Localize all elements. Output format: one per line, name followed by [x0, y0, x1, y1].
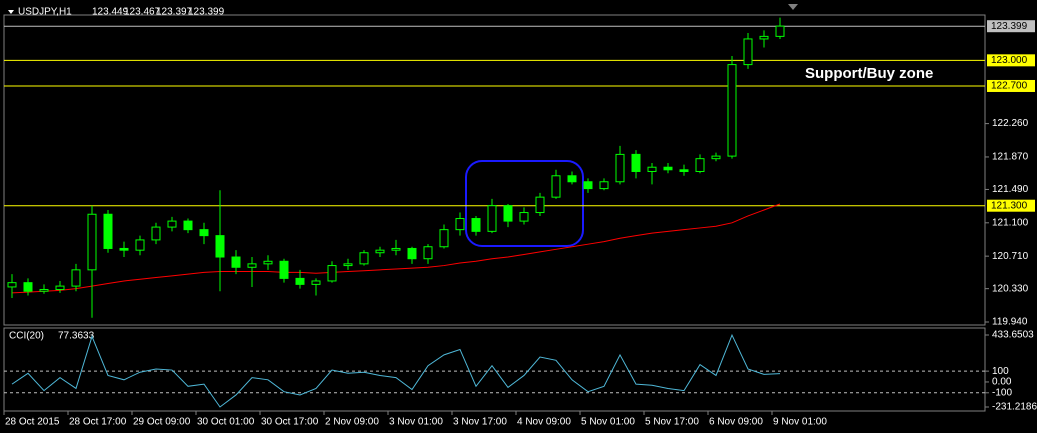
indicator-value: 77.3633 — [58, 331, 95, 342]
menu-arrow — [8, 10, 14, 14]
candle-body — [263, 260, 273, 265]
candle-body — [375, 249, 385, 254]
candle-body — [551, 175, 561, 198]
y-tick-label: 433.6503 — [992, 330, 1034, 341]
candle-body — [503, 205, 513, 222]
x-tick-label: 6 Nov 09:00 — [709, 417, 763, 428]
indicator-name: CCI(20) — [9, 331, 44, 342]
candle-body — [567, 175, 577, 183]
candle-body — [727, 64, 737, 157]
level-label: 121.300 — [991, 200, 1028, 211]
y-tick-label: 122.260 — [992, 118, 1029, 129]
level-tag — [987, 20, 1035, 33]
candle-body — [311, 280, 321, 285]
candle-body — [391, 247, 401, 251]
candle-body — [7, 282, 17, 288]
symbol: USDJPY,H1 — [18, 7, 72, 18]
candle-body — [183, 220, 193, 231]
candle-body — [343, 263, 353, 267]
x-tick-label: 29 Oct 09:00 — [133, 417, 191, 428]
candle-body — [423, 246, 433, 260]
candle-body — [743, 38, 753, 66]
candle-body — [119, 247, 129, 251]
highlight-box — [465, 160, 584, 247]
level-label: 123.399 — [991, 21, 1028, 32]
moving-average — [11, 203, 781, 294]
candle-body — [167, 220, 177, 228]
y-tick-label: 100 — [992, 366, 1009, 377]
level-label: 122.700 — [991, 81, 1028, 92]
header-value: 123.449 — [92, 7, 129, 18]
candle-body — [599, 181, 609, 190]
candle-body — [39, 289, 49, 292]
y-tick-label: 119.940 — [992, 317, 1028, 328]
x-tick-label: 28 Oct 2015 — [5, 417, 60, 428]
x-tick-label: 5 Nov 01:00 — [581, 417, 635, 428]
candle-body — [695, 158, 705, 172]
x-tick-label: 2 Nov 09:00 — [325, 417, 379, 428]
candle-body — [759, 35, 769, 40]
candle-body — [535, 196, 545, 214]
level-tag — [987, 79, 1035, 92]
annotation: Support/Buy zone — [805, 65, 933, 82]
candle-body — [439, 229, 449, 248]
y-tick-label: 0.00 — [992, 377, 1012, 388]
candle-body — [487, 205, 497, 232]
candle-body — [215, 235, 225, 258]
level-tag — [987, 199, 1035, 212]
level-label: 123.000 — [991, 55, 1028, 66]
y-tick-label: 121.490 — [992, 184, 1029, 195]
candle-body — [327, 265, 337, 282]
y-tick-label: 120.330 — [992, 283, 1029, 294]
candle-body — [679, 169, 689, 172]
header-value: 123.399 — [188, 7, 225, 18]
y-tick-label: 120.710 — [992, 251, 1029, 262]
candle-body — [231, 256, 241, 268]
candle-body — [199, 229, 209, 237]
cci-panel — [3, 327, 986, 412]
candle-body — [663, 166, 673, 171]
candle-body — [103, 213, 113, 249]
y-tick-label: 121.100 — [992, 217, 1029, 228]
candle-body — [295, 277, 305, 285]
candle-body — [615, 153, 625, 183]
price-panel — [3, 14, 986, 326]
candle-body — [87, 213, 97, 271]
candle-body — [775, 25, 785, 37]
level-tag — [987, 54, 1035, 67]
candle-body — [407, 247, 417, 260]
price-marker — [788, 4, 798, 10]
candle-body — [359, 252, 369, 265]
candle-body — [247, 263, 257, 268]
header-value: 123.397 — [156, 7, 193, 18]
x-tick-label: 4 Nov 09:00 — [517, 417, 571, 428]
candle-body — [471, 218, 481, 232]
cci-line — [11, 333, 781, 408]
y-tick-label: 121.870 — [992, 152, 1029, 163]
x-tick-label: 9 Nov 01:00 — [773, 417, 827, 428]
x-tick-label: 30 Oct 17:00 — [261, 417, 319, 428]
candle-body — [71, 269, 81, 287]
candle-body — [151, 226, 161, 241]
candle-body — [647, 166, 657, 172]
x-tick-label: 30 Oct 01:00 — [197, 417, 255, 428]
x-tick-label: 28 Oct 17:00 — [69, 417, 127, 428]
x-tick-label: 3 Nov 01:00 — [389, 417, 443, 428]
candle-body — [455, 218, 465, 231]
x-tick-label: 3 Nov 17:00 — [453, 417, 507, 428]
candle-body — [55, 285, 65, 291]
candle-body — [631, 153, 641, 172]
candle-body — [711, 155, 721, 160]
header-value: 123.467 — [124, 7, 161, 18]
x-tick-label: 5 Nov 17:00 — [645, 417, 699, 428]
candle-body — [519, 212, 529, 222]
candle-body — [135, 239, 145, 251]
y-tick-label: -231.2186 — [992, 402, 1037, 413]
candle-body — [583, 181, 593, 190]
candle-body — [23, 282, 33, 292]
y-tick-label: -100 — [992, 387, 1012, 398]
candle-body — [279, 260, 289, 279]
